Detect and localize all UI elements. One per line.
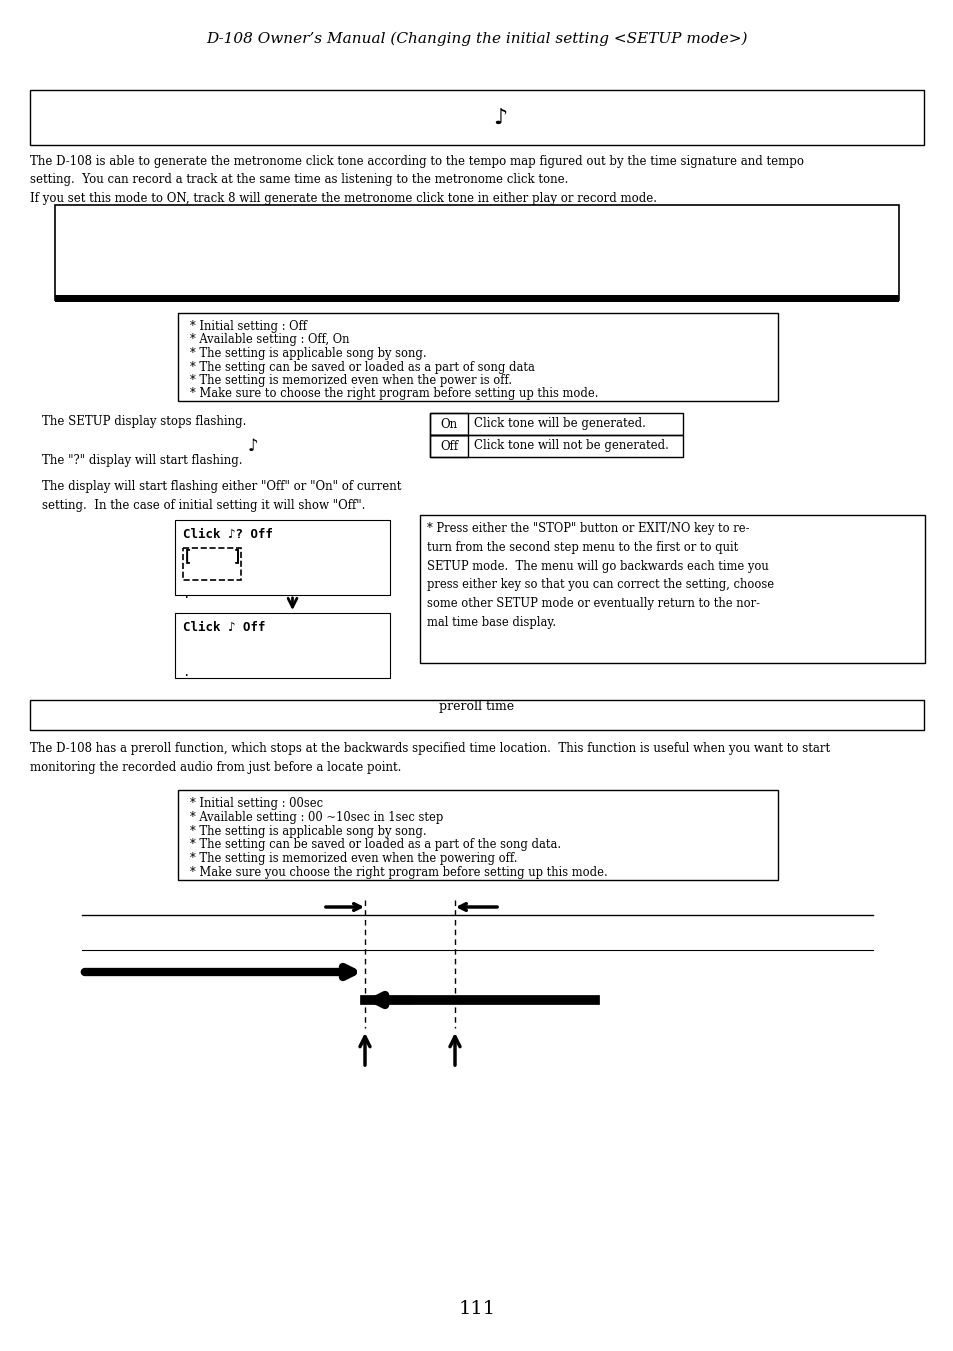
Bar [430, 435, 682, 457]
Text: * The setting is applicable song by song.: * The setting is applicable song by song… [190, 824, 426, 838]
Text: 111: 111 [458, 1300, 495, 1319]
Text: The D-108 has a preroll function, which stops at the backwards specified time lo: The D-108 has a preroll function, which … [30, 742, 829, 774]
Text: * Initial setting : 00sec: * Initial setting : 00sec [190, 797, 323, 811]
Text: * Make sure you choose the right program before setting up this mode.: * Make sure you choose the right program… [190, 866, 607, 880]
Text: * Make sure to choose the right program before setting up this mode.: * Make sure to choose the right program … [190, 388, 598, 400]
Bar [55, 205, 898, 300]
Bar [430, 435, 468, 457]
Text: .: . [183, 588, 191, 601]
Text: Off: Off [439, 439, 457, 453]
Text: The display will start flashing either "Off" or "On" of current
setting.  In the: The display will start flashing either "… [42, 480, 401, 512]
Text: .: . [183, 666, 191, 680]
Text: The SETUP display stops flashing.: The SETUP display stops flashing. [42, 415, 246, 428]
Text: * Initial setting : Off: * Initial setting : Off [190, 320, 307, 332]
Text: * The setting can be saved or loaded as a part of the song data.: * The setting can be saved or loaded as … [190, 839, 560, 851]
Text: * Available setting : 00 ~10sec in 1sec step: * Available setting : 00 ~10sec in 1sec … [190, 811, 443, 824]
Text: * The setting is memorized even when the powering off.: * The setting is memorized even when the… [190, 852, 517, 865]
Text: [: [ [183, 549, 192, 563]
Text: ♪: ♪ [248, 438, 258, 455]
Text: * The setting is applicable song by song.: * The setting is applicable song by song… [190, 347, 426, 359]
Bar [30, 91, 923, 145]
Bar [30, 700, 923, 730]
Bar [183, 549, 241, 580]
Text: * Available setting : Off, On: * Available setting : Off, On [190, 334, 349, 346]
Text: preroll time: preroll time [439, 700, 514, 713]
Text: Click ♪ Off: Click ♪ Off [183, 621, 265, 634]
Bar [55, 295, 898, 303]
Text: On: On [440, 417, 457, 431]
Text: Click tone will not be generated.: Click tone will not be generated. [474, 439, 668, 453]
Text: ♪: ♪ [493, 107, 507, 128]
Text: * The setting is memorized even when the power is off.: * The setting is memorized even when the… [190, 374, 512, 386]
Bar [430, 413, 682, 435]
Bar [419, 515, 924, 663]
Bar [178, 790, 778, 880]
Text: * The setting can be saved or loaded as a part of song data: * The setting can be saved or loaded as … [190, 361, 535, 373]
Text: The "?" display will start flashing.: The "?" display will start flashing. [42, 454, 242, 467]
Bar [178, 313, 778, 401]
Bar [174, 520, 390, 594]
Text: The D-108 is able to generate the metronome click tone according to the tempo ma: The D-108 is able to generate the metron… [30, 155, 803, 205]
Text: D-108 Owner’s Manual (Changing the initial setting <SETUP mode>): D-108 Owner’s Manual (Changing the initi… [206, 32, 747, 46]
Text: * Press either the "STOP" button or EXIT/NO key to re-
turn from the second step: * Press either the "STOP" button or EXIT… [427, 521, 773, 630]
Bar [430, 413, 468, 435]
Text: ]: ] [233, 549, 242, 563]
Bar [174, 613, 390, 678]
Text: Click ♪? Off: Click ♪? Off [183, 528, 273, 540]
Text: Click tone will be generated.: Click tone will be generated. [474, 417, 645, 431]
